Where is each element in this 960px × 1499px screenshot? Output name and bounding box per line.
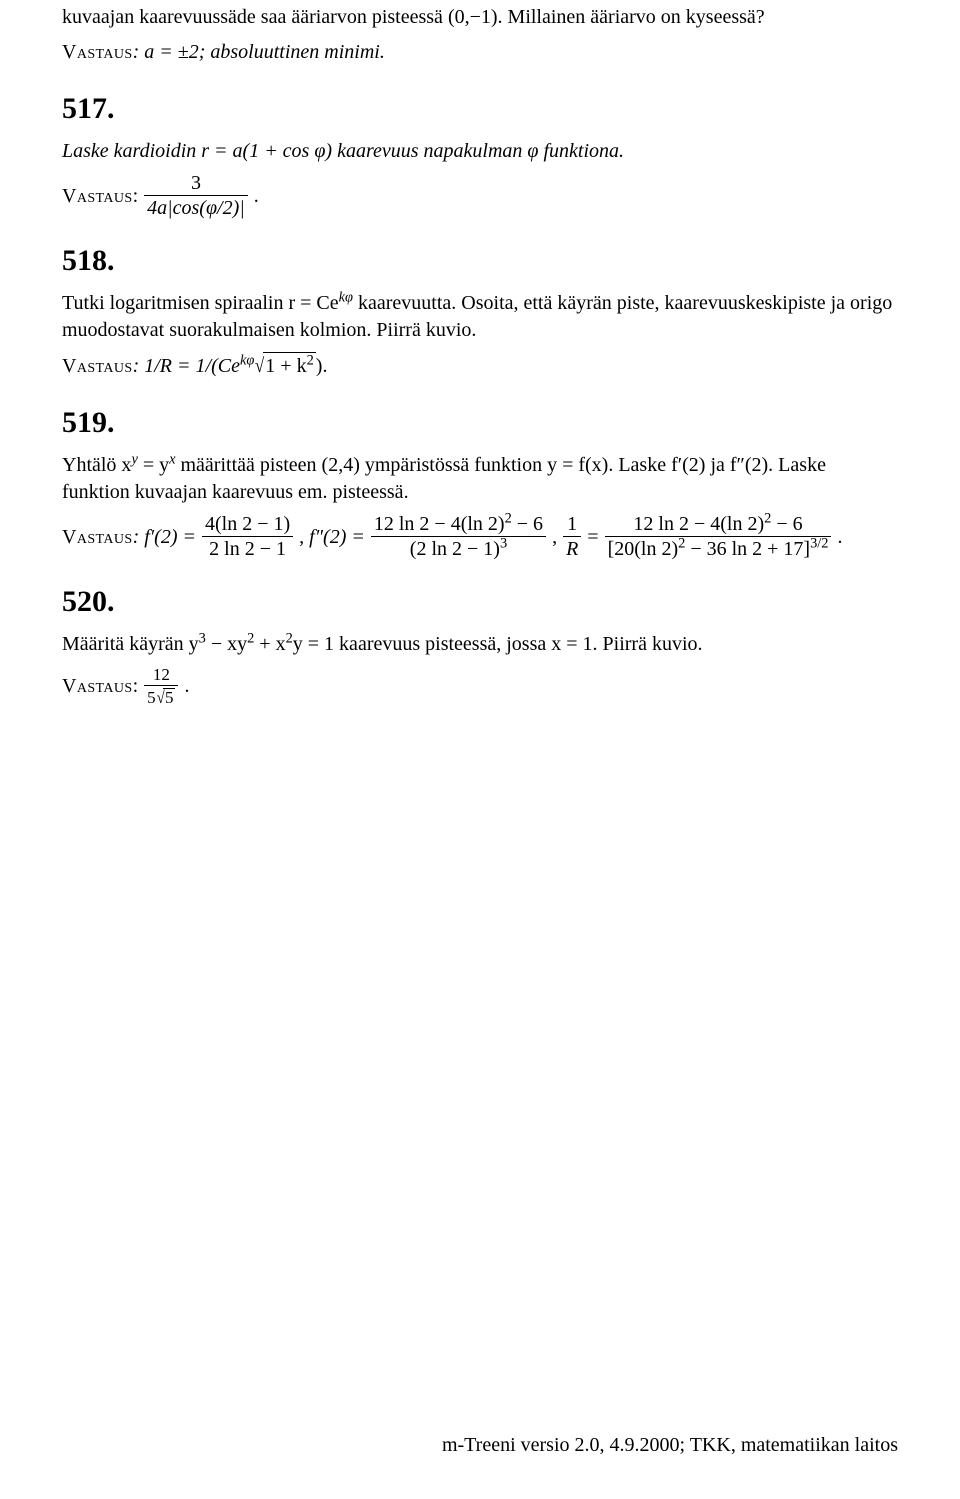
exp-kphi: kφ — [339, 289, 353, 305]
page-footer: m-Treeni versio 2.0, 4.9.2000; TKK, mate… — [442, 1434, 898, 1457]
den: [20(ln 2)2 − 36 ln 2 + 17]3/2 — [605, 537, 832, 559]
problem-518-body: Tutki logaritmisen spiraalin r = Cekφ ka… — [62, 290, 898, 344]
p520-frac: 12 5√5 — [144, 666, 178, 706]
b-b: − xy — [206, 633, 247, 655]
problem-520-number: 520. — [62, 585, 898, 619]
problem-519-number: 519. — [62, 406, 898, 440]
sqrt-exp: 2 — [307, 352, 314, 368]
colon: : — [133, 185, 139, 207]
rn-b: − 6 — [771, 513, 802, 535]
p517-fraction: 3 4a|cos(φ/2)| — [144, 173, 248, 218]
rd-b: − 36 ln 2 + 17] — [685, 538, 810, 560]
sqrt-body: 5 — [163, 688, 176, 706]
text-a: Tutki logaritmisen spiraalin r = Ce — [62, 292, 339, 314]
problem-518-answer: Vastaus: 1/R = 1/(Cekφ√1 + k2). — [62, 352, 898, 380]
num: 12 — [144, 666, 178, 686]
answer-label: Vastaus — [62, 355, 133, 377]
ans-exp: kφ — [240, 352, 254, 368]
e1: 3 — [199, 630, 206, 646]
den: (2 ln 2 − 1)3 — [371, 537, 546, 559]
num: 1 — [563, 514, 581, 537]
problem-517-body: Laske kardioidin r = a(1 + cos φ) kaarev… — [62, 138, 898, 165]
b-a: Määritä käyrän y — [62, 633, 199, 655]
e3: 2 — [286, 630, 293, 646]
n-b: − 6 — [512, 513, 543, 535]
eq: = — [587, 526, 598, 548]
fraction-denominator: 4a|cos(φ/2)| — [144, 196, 248, 218]
d-a: 5 — [147, 688, 156, 707]
d-exp: 3 — [500, 535, 507, 551]
mid1: , f″(2) = — [299, 526, 365, 548]
n-a: 12 ln 2 − 4(ln 2) — [374, 513, 505, 535]
intro-answer: Vastaus: a = ±2; absoluuttinen minimi. — [62, 39, 898, 66]
rn-a: 12 ln 2 − 4(ln 2) — [633, 513, 764, 535]
problem-520-answer: Vastaus: 12 5√5 . — [62, 666, 898, 706]
num: 4(ln 2 − 1) — [202, 514, 293, 537]
ans-tail: ). — [316, 355, 328, 377]
sqrt: √1 + k2 — [254, 352, 315, 380]
b-a: Yhtälö x — [62, 454, 131, 476]
intro-answer-text: : a = ±2; absoluuttinen minimi. — [133, 41, 385, 63]
fraction-numerator: 3 — [144, 173, 248, 196]
p519-oneR: 1 R — [563, 514, 581, 559]
den: 2 ln 2 − 1 — [202, 537, 293, 559]
period: . — [184, 675, 189, 697]
answer-label: Vastaus — [62, 526, 133, 548]
period: . — [837, 526, 842, 548]
num: 12 ln 2 − 4(ln 2)2 − 6 — [605, 514, 832, 537]
problem-517-answer: Vastaus: 3 4a|cos(φ/2)| . — [62, 173, 898, 218]
answer-label: Vastaus — [62, 41, 133, 63]
p519-fsecond: 12 ln 2 − 4(ln 2)2 − 6 (2 ln 2 − 1)3 — [371, 514, 546, 559]
problem-520-body: Määritä käyrän y3 − xy2 + x2y = 1 kaarev… — [62, 631, 898, 658]
period: . — [254, 185, 259, 207]
intro-line: kuvaajan kaarevuussäde saa ääriarvon pis… — [62, 4, 898, 31]
b-d: y = 1 kaarevuus pisteessä, jossa x = 1. … — [293, 633, 703, 655]
p519-rhs: 12 ln 2 − 4(ln 2)2 − 6 [20(ln 2)2 − 36 l… — [605, 514, 832, 559]
b-c: määrittää pisteen (2,4) ympäristössä fun… — [62, 454, 826, 503]
colon: : — [133, 675, 139, 697]
ans-a: : 1/R = 1/(Ce — [133, 355, 240, 377]
rd-a: [20(ln 2) — [608, 538, 679, 560]
problem-519-answer: Vastaus: f′(2) = 4(ln 2 − 1) 2 ln 2 − 1 … — [62, 514, 898, 559]
b-b: = y — [138, 454, 169, 476]
b-c: + x — [254, 633, 285, 655]
p519-fprime: 4(ln 2 − 1) 2 ln 2 − 1 — [202, 514, 293, 559]
problem-518-number: 518. — [62, 244, 898, 278]
problem-517-number: 517. — [62, 92, 898, 126]
answer-label: Vastaus — [62, 185, 133, 207]
den: 5√5 — [144, 686, 178, 706]
d-a: (2 ln 2 − 1) — [410, 538, 500, 560]
problem-519-body: Yhtälö xy = yx määrittää pisteen (2,4) y… — [62, 452, 898, 506]
rd-e2: 3/2 — [810, 535, 828, 551]
lead: : f′(2) = — [133, 526, 196, 548]
sqrt: √5 — [156, 688, 176, 706]
den: R — [563, 537, 581, 559]
mid2: , — [552, 526, 557, 548]
n-exp: 2 — [505, 510, 512, 526]
num: 12 ln 2 − 4(ln 2)2 − 6 — [371, 514, 546, 537]
sqrt-body: 1 + k — [265, 355, 306, 377]
answer-label: Vastaus — [62, 675, 133, 697]
